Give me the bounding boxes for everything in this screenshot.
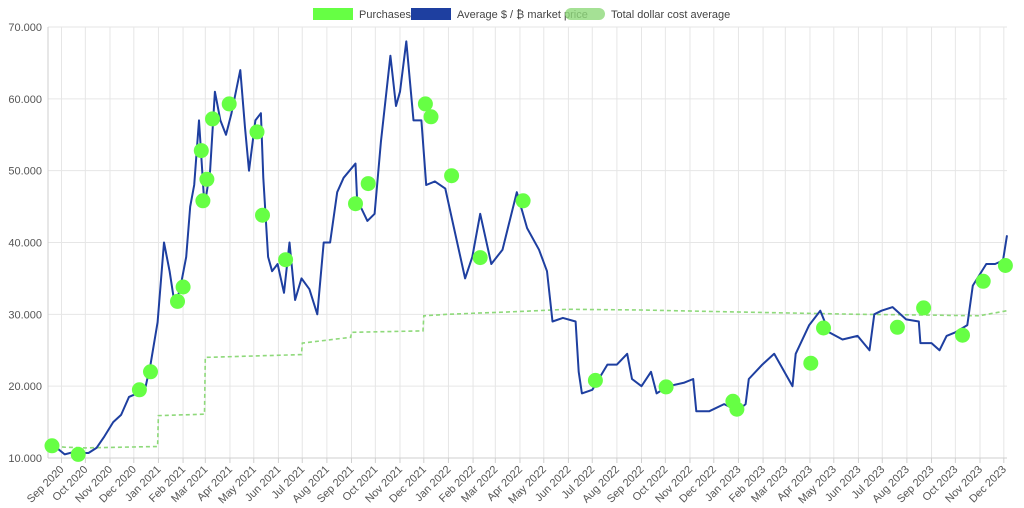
y-tick-label: 10.000 [8, 453, 42, 465]
y-axis: 10.000 20.000 30.000 40.000 50.000 60.000 70.0… [8, 22, 49, 465]
purchase-point[interactable] [515, 193, 531, 209]
series-dca [47, 308, 1008, 449]
purchase-point[interactable] [195, 193, 211, 209]
purchase-point[interactable] [423, 109, 439, 125]
purchase-point[interactable] [193, 143, 209, 159]
dca-line [47, 308, 1008, 449]
legend-swatch-dca [565, 8, 605, 20]
legend-label-purchases: Purchases [359, 9, 411, 21]
y-tick-label: 60.000 [8, 94, 42, 106]
y-tick-label: 40.000 [8, 238, 42, 250]
purchase-point[interactable] [360, 176, 376, 192]
legend-swatch-price [411, 8, 451, 20]
purchase-point[interactable] [472, 250, 488, 266]
purchase-point[interactable] [417, 96, 433, 112]
purchase-point[interactable] [816, 320, 831, 336]
purchase-point[interactable] [975, 273, 991, 289]
purchase-point[interactable] [131, 382, 147, 398]
purchase-point[interactable] [729, 401, 745, 417]
purchase-point[interactable] [170, 293, 185, 309]
purchase-point[interactable] [70, 446, 86, 462]
legend-item-dca[interactable]: Total dollar cost average [565, 8, 730, 21]
purchase-point[interactable] [587, 372, 603, 388]
purchase-point[interactable] [175, 279, 191, 295]
legend-item-purchases[interactable]: Purchases [313, 8, 411, 21]
series-purchases [44, 96, 1013, 462]
purchase-point[interactable] [143, 364, 158, 380]
y-tick-label: 30.000 [8, 309, 42, 321]
purchase-point[interactable] [889, 319, 905, 335]
series-price [47, 40, 1008, 456]
price-line [47, 40, 1008, 456]
y-tick-label: 20.000 [8, 381, 42, 393]
purchase-point[interactable] [916, 300, 932, 316]
legend-label-dca: Total dollar cost average [611, 9, 730, 21]
purchase-point[interactable] [803, 355, 819, 371]
purchase-point[interactable] [955, 327, 970, 343]
legend-item-price[interactable]: Average $ / ₿ market price [411, 8, 588, 21]
purchase-point[interactable] [255, 207, 270, 223]
purchase-point[interactable] [249, 124, 265, 140]
y-tick-label: 70.000 [8, 22, 42, 34]
legend: Purchases Average $ / ₿ market price Tot… [313, 8, 730, 21]
grid [48, 26, 1007, 459]
legend-label-price: Average $ / ₿ market price [457, 9, 588, 21]
purchase-point[interactable] [44, 438, 60, 454]
purchase-point[interactable] [221, 96, 237, 112]
purchase-point[interactable] [199, 171, 215, 187]
purchase-point[interactable] [997, 258, 1013, 273]
purchase-point[interactable] [278, 252, 294, 268]
purchase-point[interactable] [205, 111, 220, 127]
purchase-point[interactable] [658, 379, 674, 395]
purchase-point[interactable] [348, 196, 363, 212]
purchase-point[interactable] [444, 168, 460, 184]
y-tick-label: 50.000 [8, 166, 42, 178]
legend-swatch-purchases [313, 8, 353, 20]
